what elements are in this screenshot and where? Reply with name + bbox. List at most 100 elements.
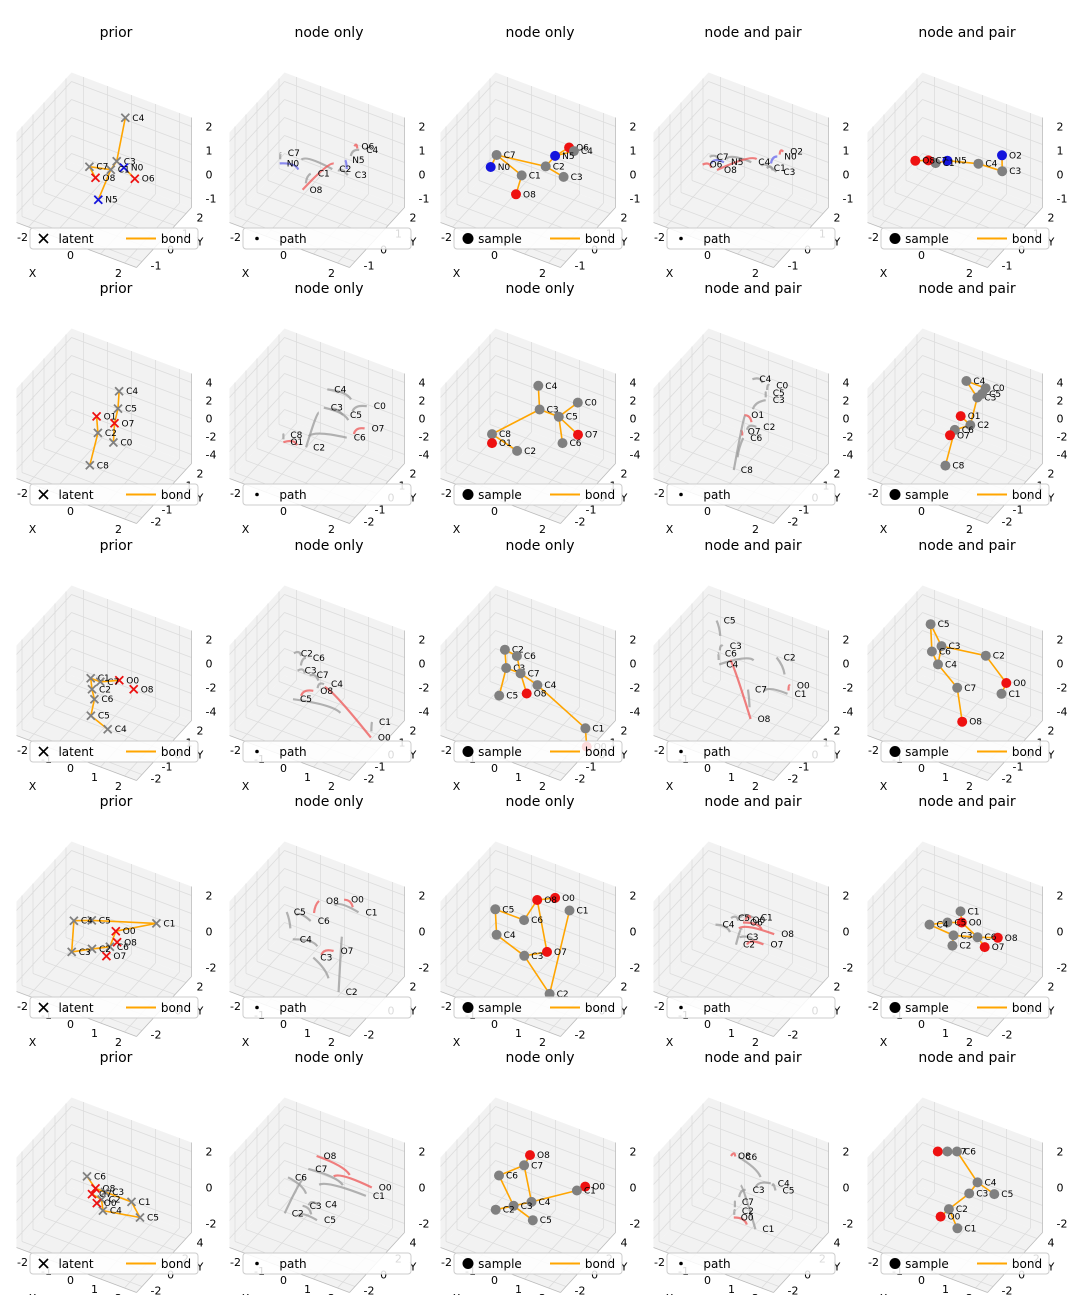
z-tick-label: 2 <box>206 1146 213 1159</box>
y-tick-label: -2 <box>1002 516 1013 529</box>
y-tick-label: 2 <box>621 212 628 225</box>
legend-label: path <box>279 232 306 246</box>
atom-label: C3 <box>310 1202 322 1212</box>
atom-label: O6 <box>142 175 155 185</box>
legend-label: sample <box>905 1257 949 1271</box>
x-tick-label: -2 <box>230 231 241 244</box>
x-axis-label: X <box>453 1036 461 1049</box>
y-tick-label: -2 <box>1002 773 1013 786</box>
y-tick-label: 2 <box>834 468 841 481</box>
atom-label: C1 <box>795 690 807 700</box>
atom-label: O1 <box>104 412 117 422</box>
y-tick-label: -1 <box>575 260 586 273</box>
z-tick-label: -2 <box>419 682 430 695</box>
legend-box <box>243 1253 411 1274</box>
atom-marker <box>957 717 967 727</box>
panel-title: node and pair <box>918 1050 1016 1066</box>
atom-marker <box>512 446 522 456</box>
legend-label: path <box>703 1001 730 1015</box>
atom-label: C3 <box>976 1190 988 1200</box>
panel-r2-c0: prior-4-202-2-1012-2-1012XYO0O8C1C7C2C6C… <box>17 538 217 793</box>
x-tick-label: -2 <box>17 231 28 244</box>
atom-label: O0 <box>969 919 982 929</box>
x-tick-label: 0 <box>491 249 498 262</box>
z-tick-label: 2 <box>630 121 637 134</box>
panel-title: node and pair <box>704 538 802 554</box>
x-axis-label: X <box>666 523 674 536</box>
z-tick-label: 2 <box>1057 634 1064 647</box>
x-tick-label: 2 <box>966 780 973 793</box>
y-tick-label: -1 <box>1002 260 1013 273</box>
atom-label: C7 <box>288 149 300 159</box>
legend-label: bond <box>1012 1001 1042 1015</box>
x-tick-label: 0 <box>491 1018 498 1031</box>
atom-label: C7 <box>315 1165 327 1175</box>
atom-marker <box>554 412 564 422</box>
legend-label: bond <box>1012 1257 1042 1271</box>
z-tick-label: -4 <box>843 706 854 719</box>
atom-label: C5 <box>300 695 312 705</box>
atom-marker <box>940 461 950 471</box>
z-tick-label: -2 <box>1057 682 1068 695</box>
panel-r4-c0: prior-202-2-1012-2024XYC6O8C3C1O7C2C5C4O… <box>17 1050 217 1295</box>
z-tick-label: 2 <box>843 121 850 134</box>
z-tick-label: 4 <box>843 377 850 390</box>
legend-label: sample <box>905 1001 949 1015</box>
atom-label: C2 <box>763 423 775 433</box>
z-tick-label: 2 <box>1057 121 1064 134</box>
z-tick-label: -2 <box>843 682 854 695</box>
x-tick-label: 0 <box>704 505 711 518</box>
atom-label: C7 <box>96 163 108 173</box>
z-tick-label: -2 <box>206 431 217 444</box>
x-tick-label: -2 <box>868 1000 879 1013</box>
x-tick-label: 0 <box>67 505 74 518</box>
z-tick-label: 2 <box>630 395 637 408</box>
atom-marker <box>961 376 971 386</box>
x-tick-label: 0 <box>704 762 711 775</box>
z-tick-label: 2 <box>630 890 637 903</box>
panel-title: node and pair <box>918 25 1016 41</box>
atom-marker <box>933 1147 943 1157</box>
atom-label: O0 <box>123 927 136 937</box>
atom-label: C8 <box>952 462 964 472</box>
y-tick-label: -2 <box>575 773 586 786</box>
x-tick-label: -2 <box>654 1000 665 1013</box>
x-tick-label: -2 <box>441 1000 452 1013</box>
atom-label: O8 <box>537 1151 550 1161</box>
x-tick-label: -2 <box>17 1000 28 1013</box>
z-tick-label: 2 <box>419 121 426 134</box>
legend-label: path <box>703 488 730 502</box>
x-axis-label: X <box>666 1036 674 1049</box>
z-tick-label: -2 <box>1057 962 1068 975</box>
legend-box <box>667 228 835 249</box>
atom-marker <box>525 1150 535 1160</box>
z-tick-label: 2 <box>206 890 213 903</box>
x-tick-label: 1 <box>515 1027 522 1040</box>
panel-r3-c2: node only-202-2-1012-202XYO0C1O8C6C5C4O7… <box>441 794 641 1049</box>
x-tick-label: 2 <box>328 267 335 280</box>
z-tick-label: -2 <box>419 431 430 444</box>
panel-r2-c2: node only-4-202-2-1012-2-1012XYC2C6C3C7C… <box>441 538 641 793</box>
y-tick-label: 2 <box>410 468 417 481</box>
z-tick-label: -2 <box>206 1218 217 1231</box>
legend-path-marker <box>679 493 683 497</box>
x-tick-label: 0 <box>918 762 925 775</box>
legend-label: bond <box>585 1001 615 1015</box>
atom-marker <box>528 1215 538 1225</box>
z-tick-label: -2 <box>630 682 641 695</box>
z-tick-label: 0 <box>1057 926 1064 939</box>
legend-label: bond <box>161 745 191 759</box>
atom-marker <box>997 166 1007 176</box>
z-tick-label: 0 <box>1057 413 1064 426</box>
atom-label: C1 <box>318 170 330 180</box>
atom-label: C1 <box>366 908 378 918</box>
atom-label: C1 <box>139 1198 151 1208</box>
x-tick-label: 2 <box>966 1036 973 1049</box>
x-tick-label: 0 <box>67 249 74 262</box>
x-tick-label: 2 <box>115 780 122 793</box>
atom-label: C4 <box>366 146 378 156</box>
legend-label: bond <box>161 488 191 502</box>
z-tick-label: 2 <box>1057 395 1064 408</box>
z-tick-label: -2 <box>419 962 430 975</box>
atom-label: C7 <box>964 684 976 694</box>
